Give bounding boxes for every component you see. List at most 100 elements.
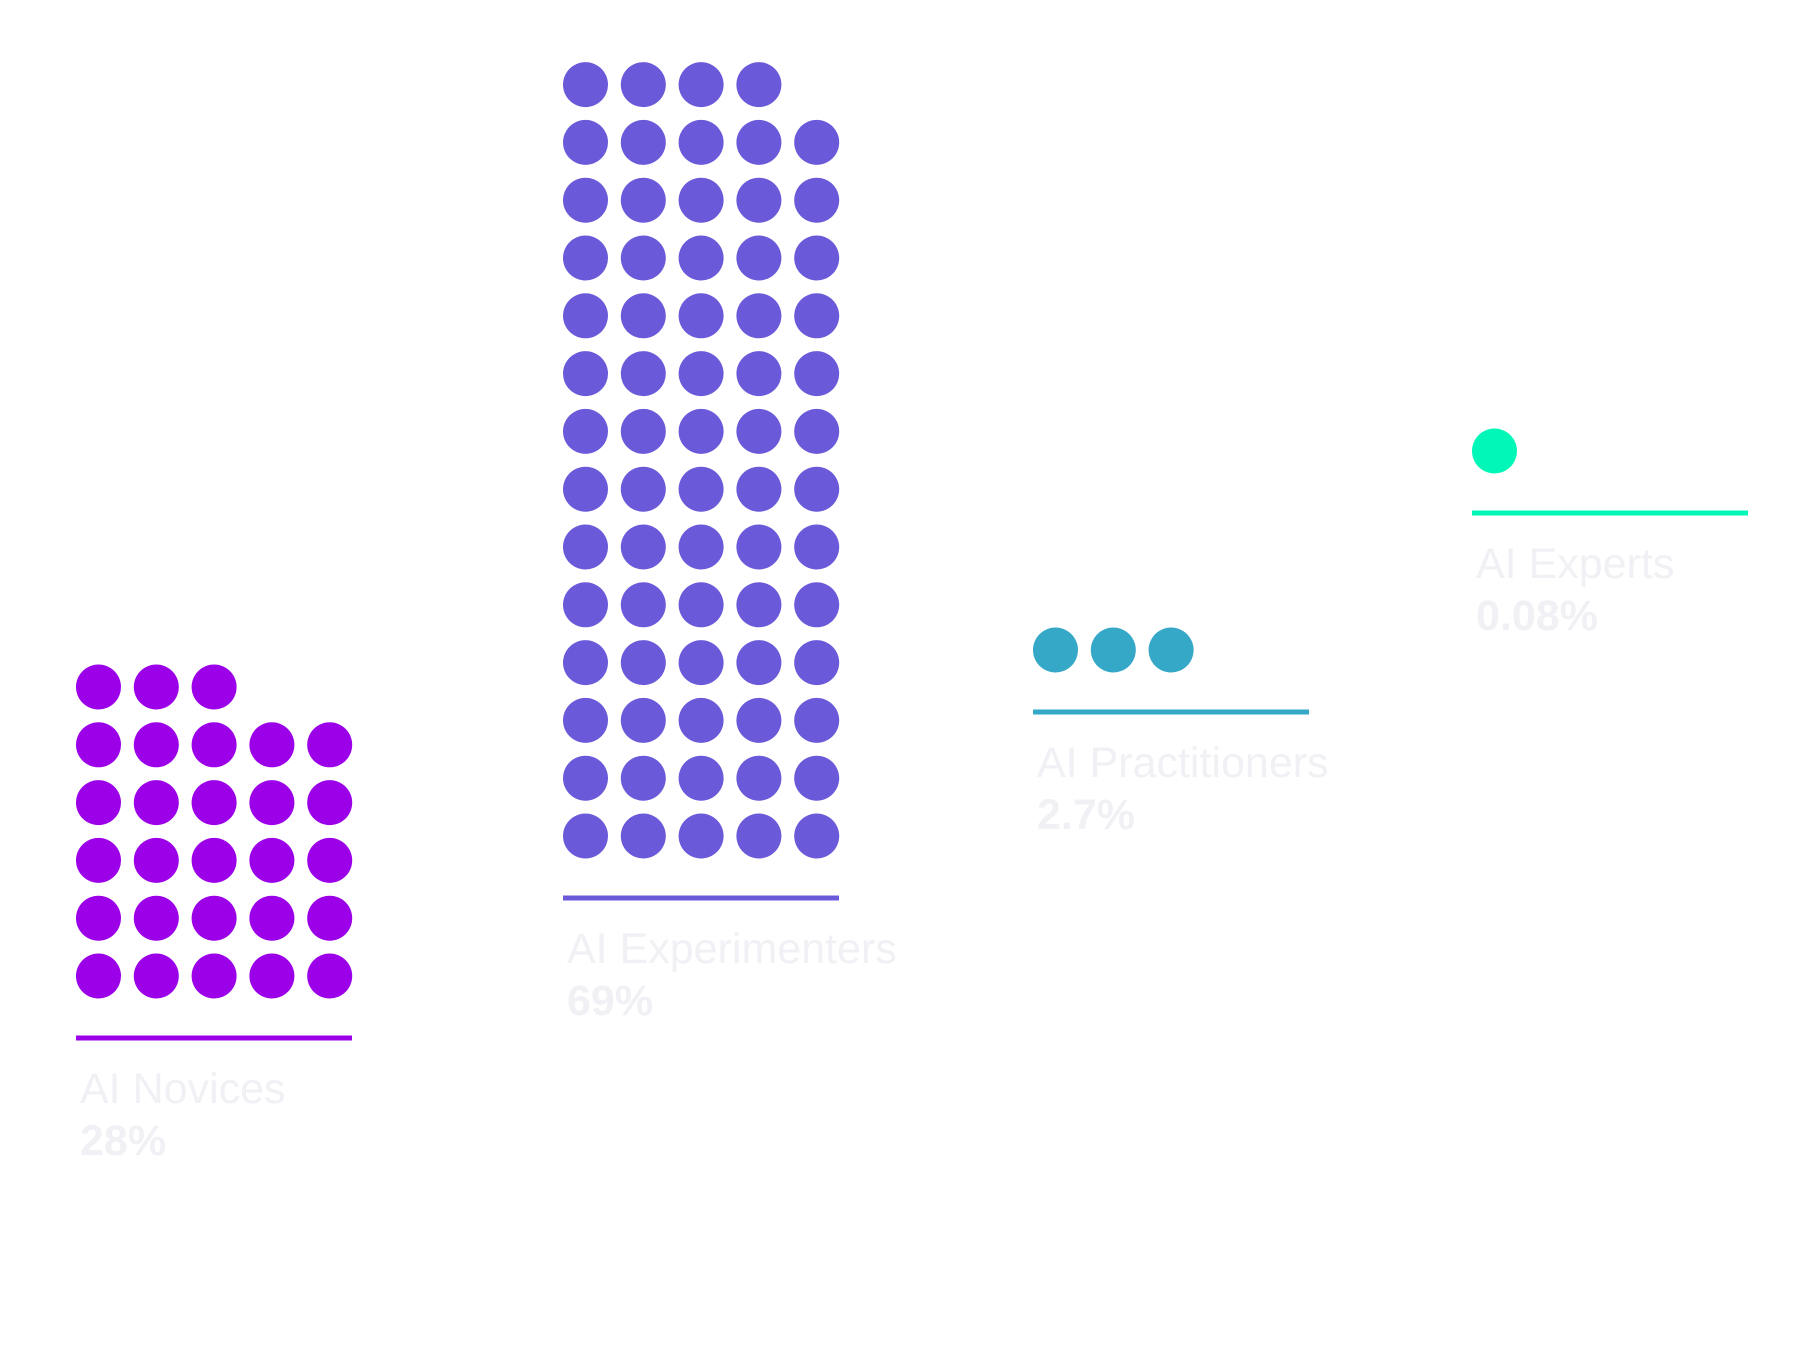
dot <box>191 837 237 883</box>
dot <box>133 780 179 826</box>
dot <box>563 293 608 339</box>
dot <box>563 755 608 801</box>
dot <box>678 582 724 628</box>
group-label: AI Practitioners <box>1037 739 1329 787</box>
dot <box>1472 428 1517 474</box>
dot <box>620 119 666 165</box>
dot <box>678 813 724 859</box>
dot <box>794 524 840 570</box>
dot <box>736 524 782 570</box>
dot <box>563 62 608 108</box>
dot <box>678 524 724 570</box>
dot <box>249 953 295 999</box>
dot <box>794 813 840 859</box>
group-value: 28% <box>80 1117 166 1165</box>
dot <box>1148 627 1194 673</box>
dot <box>76 722 121 768</box>
dot <box>76 953 121 999</box>
group-value: 2.7% <box>1037 791 1135 839</box>
group-ai-practitioners: AI Practitioners 2.7% <box>1033 627 1329 839</box>
dot <box>620 62 666 108</box>
dot <box>678 408 724 454</box>
dot <box>249 722 295 768</box>
dot <box>736 119 782 165</box>
dot-grid <box>1472 428 1517 474</box>
dot <box>736 640 782 686</box>
dot <box>249 837 295 883</box>
dot <box>620 177 666 223</box>
dot <box>794 408 840 454</box>
dot <box>76 664 121 710</box>
dot <box>794 697 840 743</box>
group-label: AI Novices <box>80 1065 286 1113</box>
dot <box>736 697 782 743</box>
dot <box>133 837 179 883</box>
dot <box>794 755 840 801</box>
dot <box>76 837 121 883</box>
dot <box>563 466 608 512</box>
dot <box>620 235 666 281</box>
group-value: 0.08% <box>1476 592 1598 640</box>
dot <box>133 722 179 768</box>
dot <box>620 351 666 397</box>
dot-grid <box>563 62 840 859</box>
dot <box>678 351 724 397</box>
dot <box>563 697 608 743</box>
group-label: AI Experts <box>1476 540 1674 588</box>
dot <box>563 582 608 628</box>
dot <box>620 640 666 686</box>
dot <box>563 524 608 570</box>
dot <box>736 813 782 859</box>
dot <box>620 697 666 743</box>
dot <box>678 755 724 801</box>
group-ai-experimenters: AI Experimenters 69% <box>563 62 897 1025</box>
dot <box>563 177 608 223</box>
dot <box>794 466 840 512</box>
dot <box>620 524 666 570</box>
dot <box>620 293 666 339</box>
dot <box>133 895 179 941</box>
dot <box>563 235 608 281</box>
dot <box>307 722 353 768</box>
group-ai-novices: AI Novices 28% <box>76 664 353 1165</box>
dot <box>678 697 724 743</box>
dot <box>191 722 237 768</box>
dot <box>76 780 121 826</box>
dot <box>794 582 840 628</box>
dot <box>191 780 237 826</box>
dot <box>563 813 608 859</box>
dot <box>191 664 237 710</box>
dot <box>736 351 782 397</box>
dot <box>620 466 666 512</box>
dot <box>307 895 353 941</box>
dot <box>736 235 782 281</box>
dot <box>249 895 295 941</box>
dot <box>794 177 840 223</box>
dot <box>678 466 724 512</box>
dot <box>563 351 608 397</box>
dot <box>307 837 353 883</box>
dot <box>736 755 782 801</box>
dot-grid <box>1033 627 1194 673</box>
dot <box>736 62 782 108</box>
dot <box>736 293 782 339</box>
dot <box>133 953 179 999</box>
dot <box>563 119 608 165</box>
dot <box>794 235 840 281</box>
dot <box>736 466 782 512</box>
dot <box>249 780 295 826</box>
dot <box>736 408 782 454</box>
dot <box>620 755 666 801</box>
dot <box>307 780 353 826</box>
dot <box>1090 627 1136 673</box>
dot <box>736 582 782 628</box>
dot <box>678 640 724 686</box>
dot <box>307 953 353 999</box>
dot <box>76 895 121 941</box>
dot <box>794 293 840 339</box>
group-label: AI Experimenters <box>567 925 897 973</box>
dot <box>678 293 724 339</box>
dot <box>678 177 724 223</box>
dot <box>794 351 840 397</box>
